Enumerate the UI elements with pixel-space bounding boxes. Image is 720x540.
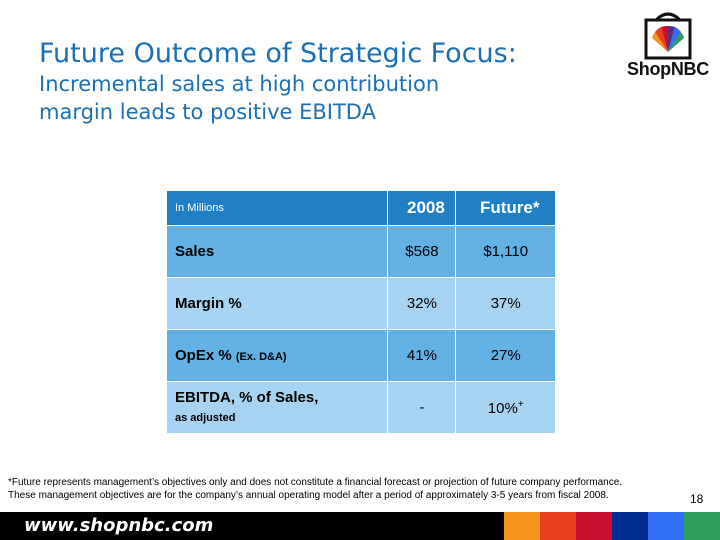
title-main: Future Outcome of Strategic Focus: [39,38,517,69]
cell-2008: $568 [387,225,457,278]
row-label-cell: EBITDA, % of Sales, as adjusted [165,381,389,434]
row-label: Sales [165,225,389,278]
title-sub-line2: margin leads to positive EBITDA [39,100,376,124]
footer-stripe-red [576,512,612,540]
cell-2008: 41% [387,329,457,382]
cell-2008: - [387,381,457,434]
logo-wordmark: ShopNBC [627,59,709,79]
footnote-line1: *Future represents management’s objectiv… [8,477,623,488]
row-label: EBITDA, % of Sales, [175,388,319,406]
cell-2008: 32% [387,277,457,330]
cell-future-value: 10% [487,399,518,417]
row-label: Margin % [165,277,389,330]
header-in-millions: In Millions [165,190,389,226]
table-header-row: In Millions 2008 Future* [165,190,556,226]
table-row-margin: Margin % 32% 37% [165,277,556,330]
table-row-sales: Sales $568 $1,110 [165,225,556,278]
financial-table: In Millions 2008 Future* Sales $568 $1,1… [165,190,556,434]
shopnbc-logo: ShopNBC [622,8,714,80]
peacock-bag-icon [644,12,692,60]
footer-stripe-orange [504,512,540,540]
row-label: OpEx % [175,347,232,364]
cell-future-superscript: + [517,398,524,410]
cell-future: $1,110 [455,225,556,278]
row-label-note: as adjusted [175,411,236,424]
footer-stripe-green [684,512,720,540]
row-label-cell: OpEx % (Ex. D&A) [165,329,389,382]
title-sub-line1: Incremental sales at high contribution [39,72,440,96]
header-2008: 2008 [387,190,457,226]
page-number: 18 [690,492,704,506]
footer-stripe-blue [648,512,684,540]
header-future: Future* [455,190,556,226]
footer-stripe-red-orange [540,512,576,540]
footer-url[interactable]: www.shopnbc.com [24,515,214,536]
cell-future: 10%+ [455,381,556,434]
row-label-note: (Ex. D&A) [235,351,287,363]
slide-title: Future Outcome of Strategic Focus: Incre… [39,38,599,126]
cell-future: 37% [455,277,556,330]
table-row-ebitda: EBITDA, % of Sales, as adjusted - 10%+ [165,381,556,434]
footer-bar: www.shopnbc.com [0,512,720,540]
cell-future: 27% [455,329,556,382]
footnote: *Future represents management’s objectiv… [8,476,668,502]
footer-stripe-navy [612,512,648,540]
footnote-line2: These management objectives are for the … [8,490,609,501]
table-row-opex: OpEx % (Ex. D&A) 41% 27% [165,329,556,382]
